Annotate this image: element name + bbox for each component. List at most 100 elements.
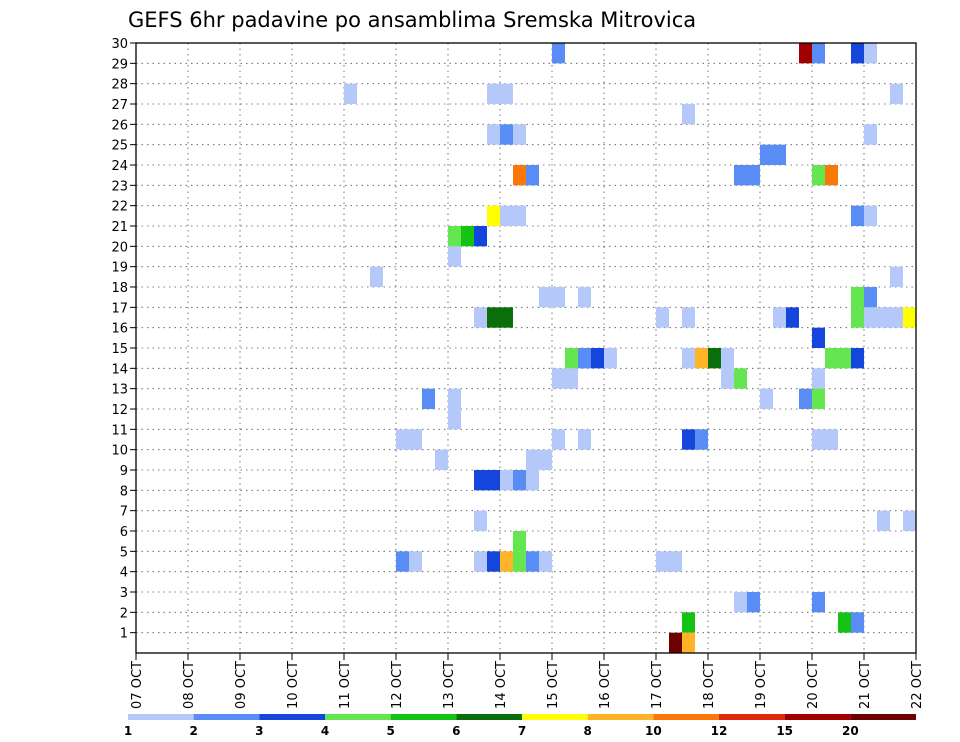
heatmap-cell — [552, 429, 565, 450]
colorbar-swatch — [784, 714, 851, 720]
heatmap-cell — [851, 612, 864, 633]
heatmap-cell — [539, 551, 552, 572]
y-tick-label: 19 — [111, 261, 128, 276]
y-tick-label: 22 — [111, 200, 128, 215]
heatmap-cell — [552, 368, 565, 389]
y-tick-label: 25 — [111, 139, 128, 154]
heatmap-cell — [526, 470, 539, 491]
heatmap-cell — [851, 43, 864, 64]
x-tick-label: 13 OCT — [442, 661, 457, 709]
heatmap-cell — [812, 592, 825, 613]
colorbar-swatch — [390, 714, 457, 720]
heatmap-cell — [864, 43, 877, 64]
heatmap-cell — [474, 470, 487, 491]
x-tick-label: 18 OCT — [702, 661, 717, 709]
colorbar-label: 6 — [452, 724, 460, 738]
heatmap-cell — [760, 388, 773, 409]
heatmap-cell — [487, 83, 500, 104]
heatmap-cell — [812, 429, 825, 450]
heatmap-cell — [708, 348, 721, 369]
colorbar-label: 7 — [518, 724, 526, 738]
heatmap-cell — [825, 348, 838, 369]
y-tick-label: 29 — [111, 57, 128, 72]
y-axis: 1234567891011121314151617181920212223242… — [111, 37, 136, 642]
colorbar-label: 2 — [189, 724, 197, 738]
colorbar-swatch — [259, 714, 325, 720]
x-tick-label: 09 OCT — [234, 661, 249, 709]
heatmap-cell — [695, 429, 708, 450]
heatmap-cell — [487, 551, 500, 572]
heatmap-cell — [448, 246, 461, 267]
heatmap-cell — [747, 165, 760, 186]
heatmap-cell — [500, 205, 513, 226]
heatmap-cell — [773, 307, 786, 328]
x-tick-label: 15 OCT — [546, 661, 561, 709]
colorbar: 1 2 3 4 5 6 7 8 10 12 15 20 — [124, 714, 916, 738]
heatmap-cell — [877, 307, 890, 328]
heatmap-cell — [539, 449, 552, 470]
heatmap-cell — [721, 348, 734, 369]
heatmap-cell — [838, 348, 851, 369]
heatmap-cell — [903, 307, 916, 328]
heatmap-cell — [500, 470, 513, 491]
heatmap-cell — [656, 551, 669, 572]
heatmap-cell — [812, 165, 825, 186]
x-tick-label: 19 OCT — [754, 661, 769, 709]
colorbar-swatch — [587, 714, 654, 720]
colorbar-label: 5 — [386, 724, 394, 738]
y-tick-label: 4 — [120, 566, 128, 581]
heatmap-cell — [812, 368, 825, 389]
heatmap-cell — [448, 226, 461, 247]
heatmap-cell — [461, 226, 474, 247]
x-tick-label: 14 OCT — [494, 661, 509, 709]
y-tick-label: 5 — [120, 545, 128, 560]
heatmap-cell — [487, 307, 500, 328]
colorbar-swatch — [522, 714, 588, 720]
heatmap-cell — [474, 551, 487, 572]
heatmap-cell — [513, 470, 526, 491]
heatmap-cell — [500, 124, 513, 145]
heatmap-cell — [396, 429, 409, 450]
x-tick-label: 20 OCT — [806, 661, 821, 709]
heatmap-cell — [435, 449, 448, 470]
x-axis: 07 OCT 08 OCT 09 OCT 10 OCT 11 OCT 12 OCT 13 O… — [130, 653, 925, 709]
heatmap-cell — [838, 612, 851, 633]
heatmap-cell — [864, 307, 877, 328]
y-tick-label: 11 — [111, 423, 128, 438]
heatmap-cell — [500, 551, 513, 572]
heatmap-cell — [500, 83, 513, 104]
heatmap-cell — [526, 449, 539, 470]
colorbar-label: 10 — [645, 724, 662, 738]
x-tick-label: 17 OCT — [650, 661, 665, 709]
y-tick-label: 12 — [111, 403, 128, 418]
heatmap-cell — [682, 104, 695, 125]
heatmap-cell — [409, 551, 422, 572]
y-tick-label: 13 — [111, 383, 128, 398]
heatmap-cell — [396, 551, 409, 572]
x-tick-label: 16 OCT — [598, 661, 613, 709]
colorbar-swatch — [456, 714, 522, 720]
heatmap-cell — [682, 307, 695, 328]
y-tick-label: 28 — [111, 78, 128, 93]
x-tick-label: 21 OCT — [858, 661, 873, 709]
heatmap-cell — [851, 287, 864, 308]
heatmap-cell — [851, 205, 864, 226]
heatmap-cell — [344, 83, 357, 104]
heatmap-cell — [812, 327, 825, 348]
heatmap-cell — [682, 429, 695, 450]
heatmap-cell — [578, 429, 591, 450]
heatmap-cell — [682, 612, 695, 633]
y-tick-label: 1 — [120, 627, 128, 642]
heatmap-cell — [786, 307, 799, 328]
heatmap-cell — [513, 165, 526, 186]
x-tick-label: 08 OCT — [182, 661, 197, 709]
heatmap-cell — [864, 287, 877, 308]
heatmap-cell — [474, 510, 487, 531]
heatmap-cell — [513, 531, 526, 552]
y-tick-label: 14 — [111, 362, 128, 377]
y-tick-label: 24 — [111, 159, 128, 174]
heatmap-cell — [773, 144, 786, 165]
heatmap-cell — [695, 348, 708, 369]
colorbar-swatch — [653, 714, 719, 720]
